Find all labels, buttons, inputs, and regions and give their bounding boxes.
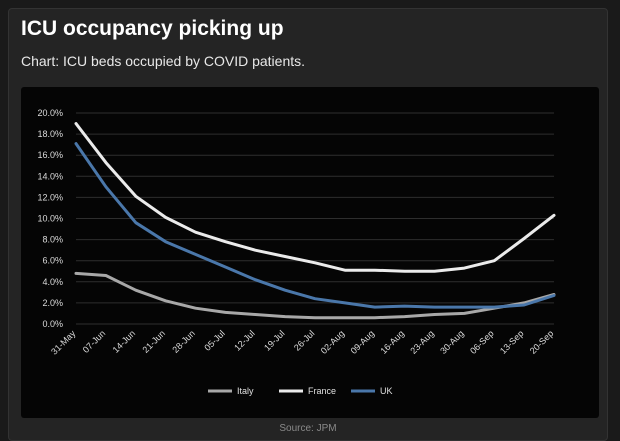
x-tick-label: 06-Sep (468, 328, 496, 356)
x-tick-label: 19-Jul (262, 328, 286, 352)
chart-card: ICU occupancy picking up Chart: ICU beds… (8, 8, 608, 441)
y-tick-label: 8.0% (42, 235, 63, 245)
chart-panel: 0.0% 2.0% 4.0% 6.0% 8.0% 10.0% 12.0% 14.0% 16.0%… (21, 87, 599, 418)
x-tick-label: 14-Jun (111, 328, 138, 355)
x-tick-label: 26-Jul (292, 328, 316, 352)
y-tick-label: 10.0% (37, 214, 63, 224)
x-tick-label: 07-Jun (81, 328, 108, 355)
y-tick-label: 4.0% (42, 277, 63, 287)
x-tick-label: 16-Aug (378, 328, 406, 356)
x-tick-label: 09-Aug (349, 328, 377, 356)
legend-label: Italy (237, 386, 254, 396)
x-tick-label: 31-May (49, 328, 78, 357)
x-tick-label: 05-Jul (202, 328, 226, 352)
x-tick-label: 21-Jun (141, 328, 168, 355)
line-chart: 0.0% 2.0% 4.0% 6.0% 8.0% 10.0% 12.0% 14.0% 16.0%… (37, 108, 556, 396)
y-tick-label: 14.0% (37, 171, 63, 181)
x-tick-label: 28-Jun (170, 328, 197, 355)
x-tick-label: 02-Aug (319, 328, 347, 356)
chart-subtitle: Chart: ICU beds occupied by COVID patien… (21, 53, 306, 69)
y-tick-label: 12.0% (37, 192, 63, 202)
legend-label: France (308, 386, 336, 396)
y-tick-label: 18.0% (37, 129, 63, 139)
page-title: ICU occupancy picking up (21, 17, 284, 40)
y-tick-label: 20.0% (37, 108, 63, 118)
source-note: Source: JPM (279, 423, 337, 434)
y-tick-label: 6.0% (42, 256, 63, 266)
y-tick-label: 0.0% (42, 319, 63, 329)
x-tick-label: 20-Sep (528, 328, 556, 356)
series-line-uk (74, 142, 556, 309)
series-line-italy (74, 271, 556, 320)
x-tick-label: 13-Sep (498, 328, 526, 356)
x-tick-label: 12-Jul (232, 328, 256, 352)
x-tick-label: 23-Aug (408, 328, 436, 356)
legend-label: UK (380, 386, 393, 396)
y-tick-label: 16.0% (37, 150, 63, 160)
series-line-france (74, 122, 556, 273)
y-tick-label: 2.0% (42, 298, 63, 308)
x-tick-label: 30-Aug (438, 328, 466, 356)
